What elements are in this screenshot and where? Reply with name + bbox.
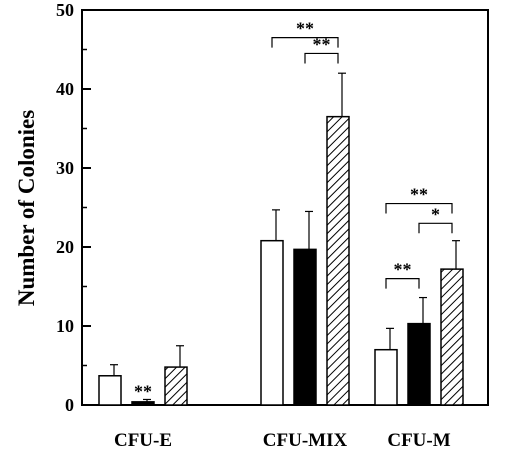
bar xyxy=(407,322,431,406)
bar xyxy=(440,268,464,406)
x-category-label: CFU-E xyxy=(114,430,172,451)
bar xyxy=(260,239,284,406)
significance-label: ** xyxy=(394,260,412,280)
significance-bracket xyxy=(271,37,339,48)
y-tick-label: 50 xyxy=(56,0,74,20)
bar xyxy=(326,115,350,406)
x-category-label: CFU-MIX xyxy=(263,430,348,451)
bar xyxy=(98,375,122,406)
y-tick-label: 40 xyxy=(56,79,74,99)
axes: 0 10 20 30 40 50 CFU-E CFU-MIX CFU-M xyxy=(56,0,489,451)
significance-label: ** xyxy=(134,381,152,401)
y-tick-label: 30 xyxy=(56,158,74,178)
significance-bracket xyxy=(385,278,420,289)
bar xyxy=(293,248,317,406)
significance-bracket xyxy=(304,52,339,64)
bar xyxy=(374,348,398,406)
significance-label: ** xyxy=(410,185,428,205)
significance-label: ** xyxy=(313,34,331,54)
y-tick-label: 10 xyxy=(56,316,74,336)
x-category-label: CFU-M xyxy=(387,430,450,451)
bar xyxy=(131,401,155,406)
significance-label: * xyxy=(431,204,440,224)
significance-label: ** xyxy=(296,19,314,39)
bar xyxy=(164,366,188,406)
significance-annotations: *********** xyxy=(134,19,453,401)
significance-bracket xyxy=(418,222,453,234)
bars xyxy=(98,72,464,406)
y-axis-title: Number of Colonies xyxy=(14,110,39,306)
y-tick-label: 20 xyxy=(56,237,74,257)
significance-bracket xyxy=(385,202,453,214)
y-tick-label: 0 xyxy=(65,395,74,415)
